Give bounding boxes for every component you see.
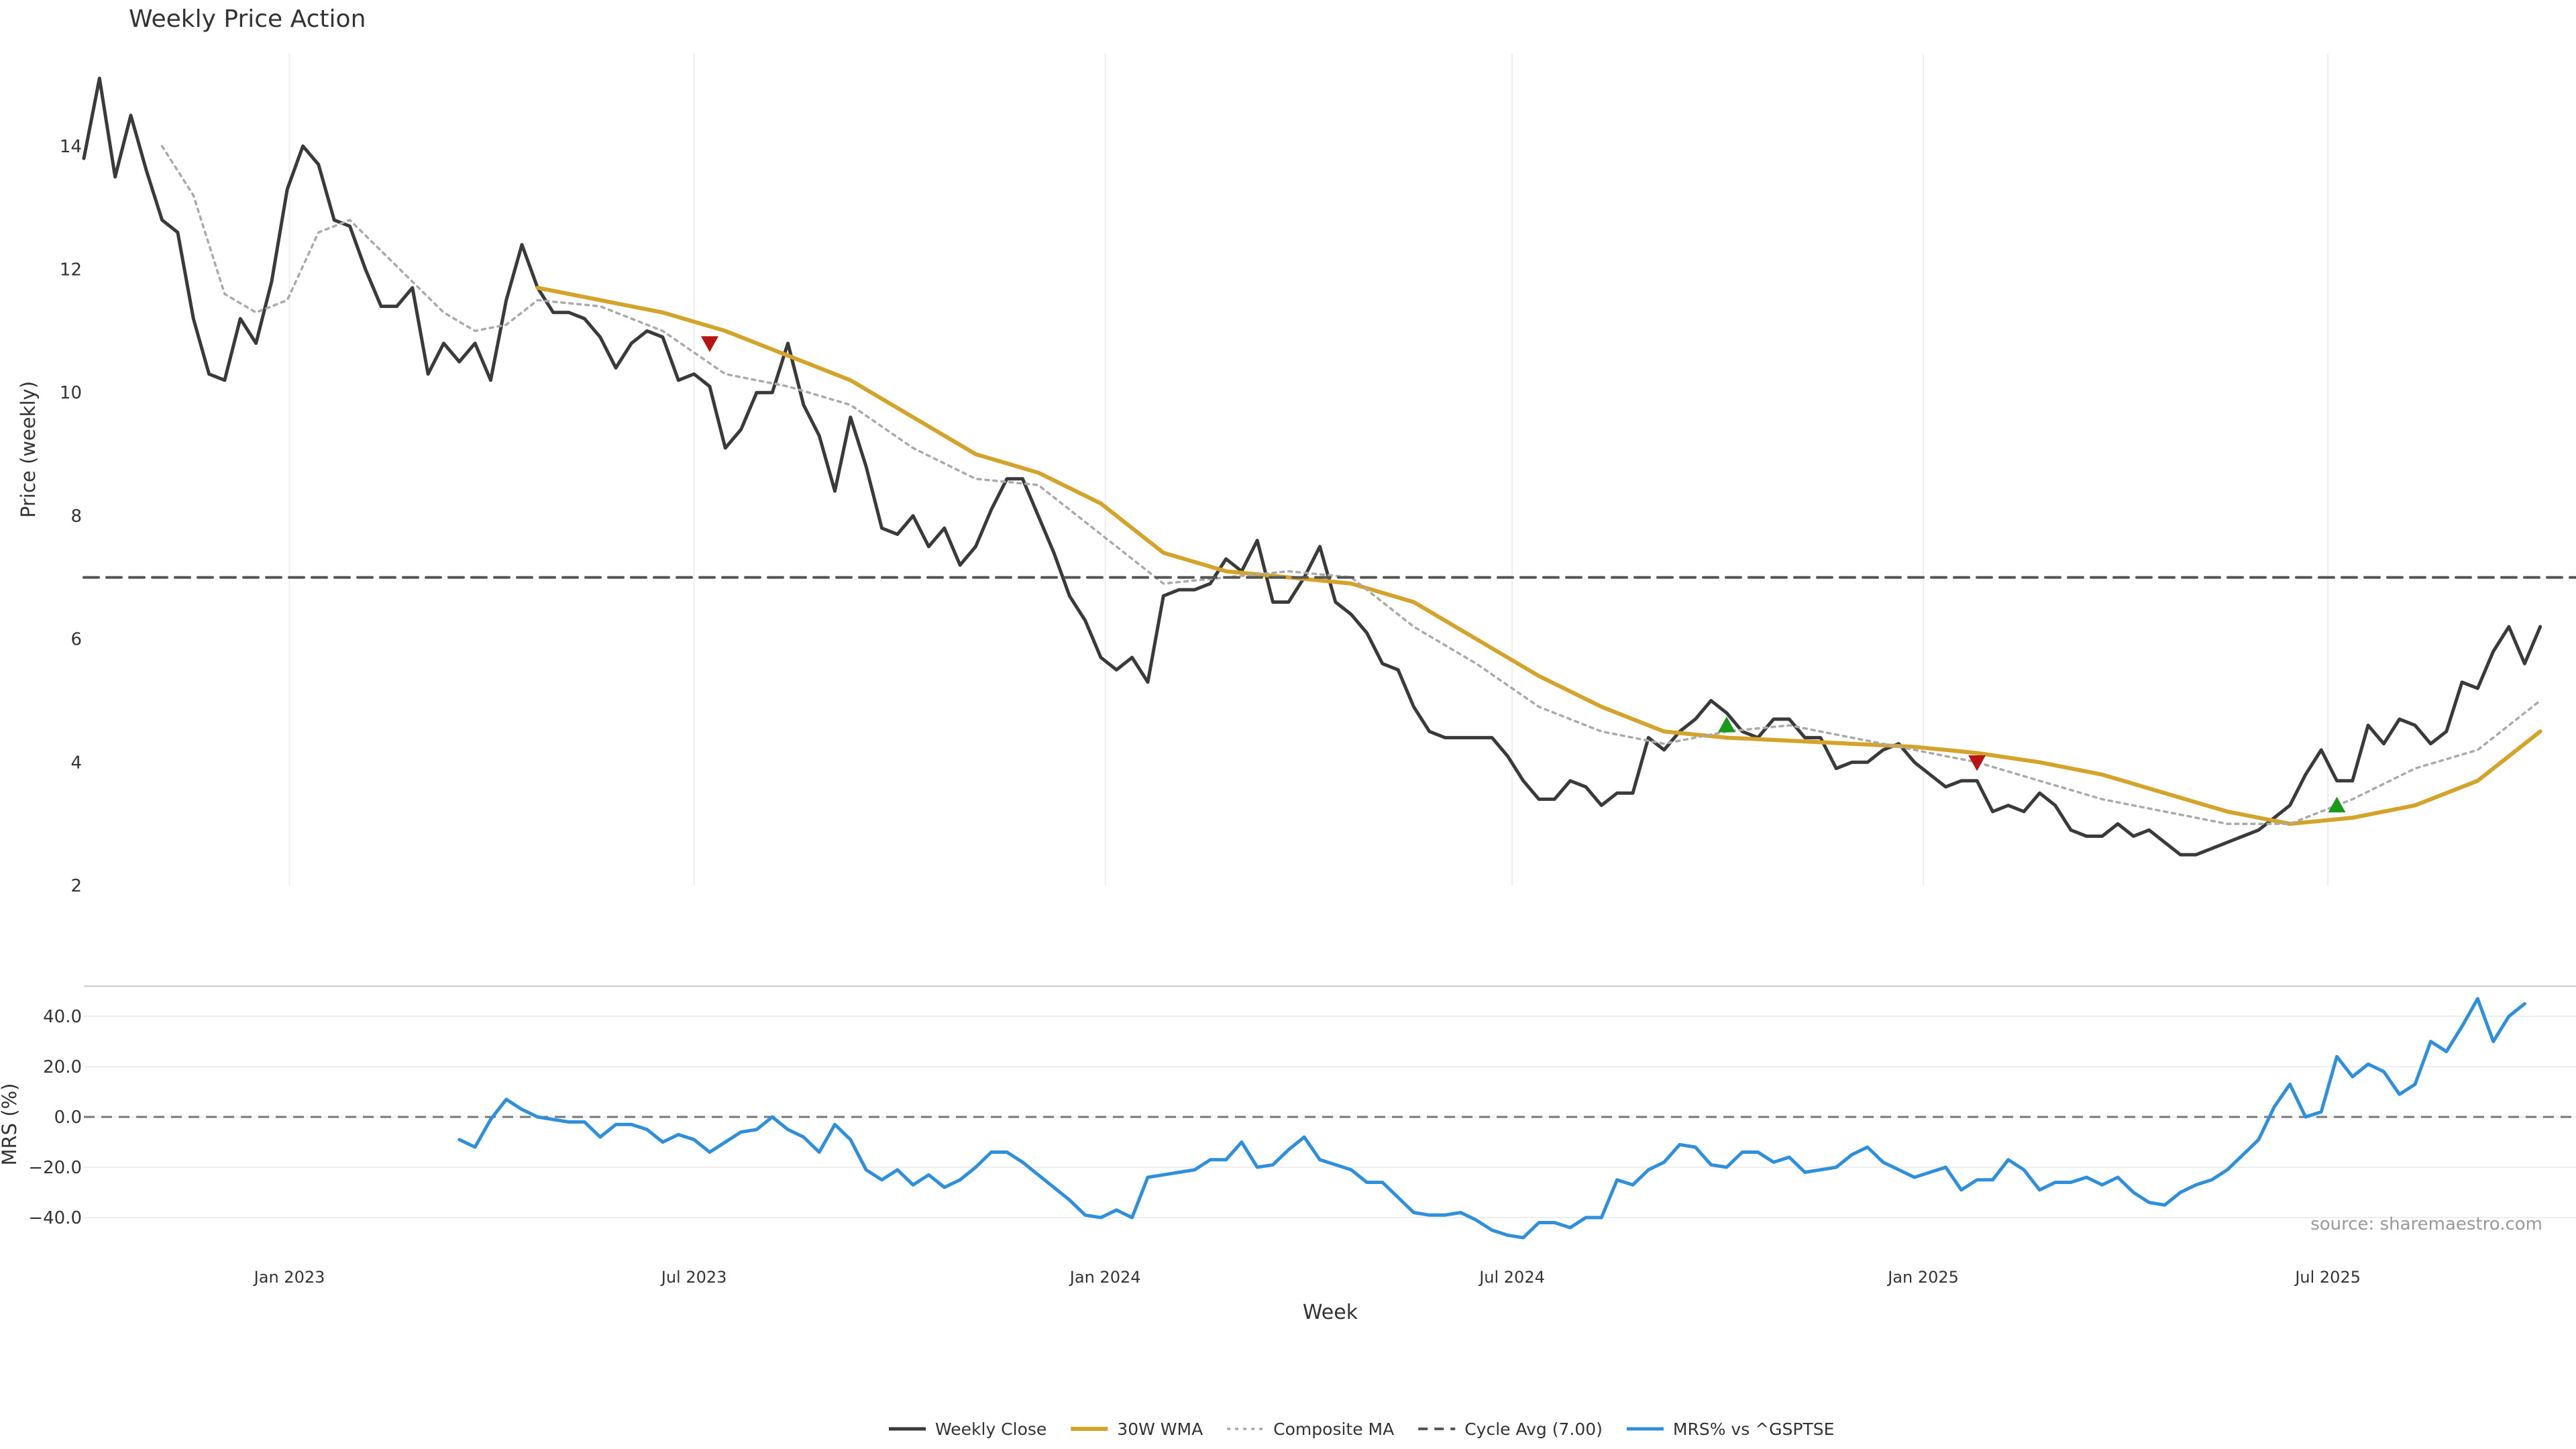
x-tick-label-4: Jan 2025 <box>1886 1268 1959 1287</box>
price-series-wma <box>535 286 2542 826</box>
price-y-tick-4: 10 <box>60 383 82 403</box>
source-note: source: sharemaestro.com <box>2310 1214 2542 1234</box>
x-tick-label-1: Jul 2023 <box>660 1268 727 1287</box>
price-y-tick-3: 8 <box>70 506 82 527</box>
sell-signal-marker-2 <box>1968 755 1986 771</box>
buy-signal-marker-3 <box>2328 796 2346 812</box>
legend-label-composite: Composite MA <box>1273 1419 1394 1439</box>
price-y-tick-6: 14 <box>60 137 82 157</box>
mrs-y-axis-label: MRS (%) <box>0 1083 21 1166</box>
x-axis-label: Week <box>1303 1301 1358 1324</box>
x-tick-label-3: Jul 2024 <box>1478 1268 1545 1287</box>
mrs-y-tick-2: 0.0 <box>54 1108 82 1128</box>
mrs-y-tick-3: 20.0 <box>43 1057 82 1077</box>
x-tick-label-0: Jan 2023 <box>253 1268 325 1287</box>
legend-label-mrs: MRS% vs ^GSPTSE <box>1673 1419 1834 1439</box>
legend-label-wma: 30W WMA <box>1117 1419 1203 1439</box>
legend-label-close: Weekly Close <box>935 1419 1046 1439</box>
price-y-tick-5: 12 <box>60 260 82 280</box>
price-y-axis-label: Price (weekly) <box>17 381 40 518</box>
x-tick-label-2: Jan 2024 <box>1069 1268 1141 1287</box>
price-y-tick-2: 6 <box>70 630 82 650</box>
price-y-tick-1: 4 <box>70 753 82 773</box>
x-tick-label-5: Jul 2025 <box>2294 1268 2361 1287</box>
mrs-y-tick-0: −40.0 <box>28 1208 82 1228</box>
legend-label-cycle: Cycle Avg (7.00) <box>1464 1419 1603 1439</box>
price-series-close <box>82 76 2542 857</box>
price-y-tick-0: 2 <box>70 876 82 896</box>
mrs-y-tick-4: 40.0 <box>43 1007 82 1027</box>
mrs-y-tick-1: −20.0 <box>28 1158 82 1178</box>
price-series-composite <box>160 145 2542 825</box>
chart-title: Weekly Price Action <box>129 5 366 33</box>
legend: Weekly Close 30W WMA Composite MA Cycle Avg… <box>889 1419 1834 1439</box>
sell-signal-marker-0 <box>700 336 718 352</box>
buy-signal-marker-1 <box>1717 716 1735 733</box>
mrs-series-line <box>458 997 2526 1240</box>
